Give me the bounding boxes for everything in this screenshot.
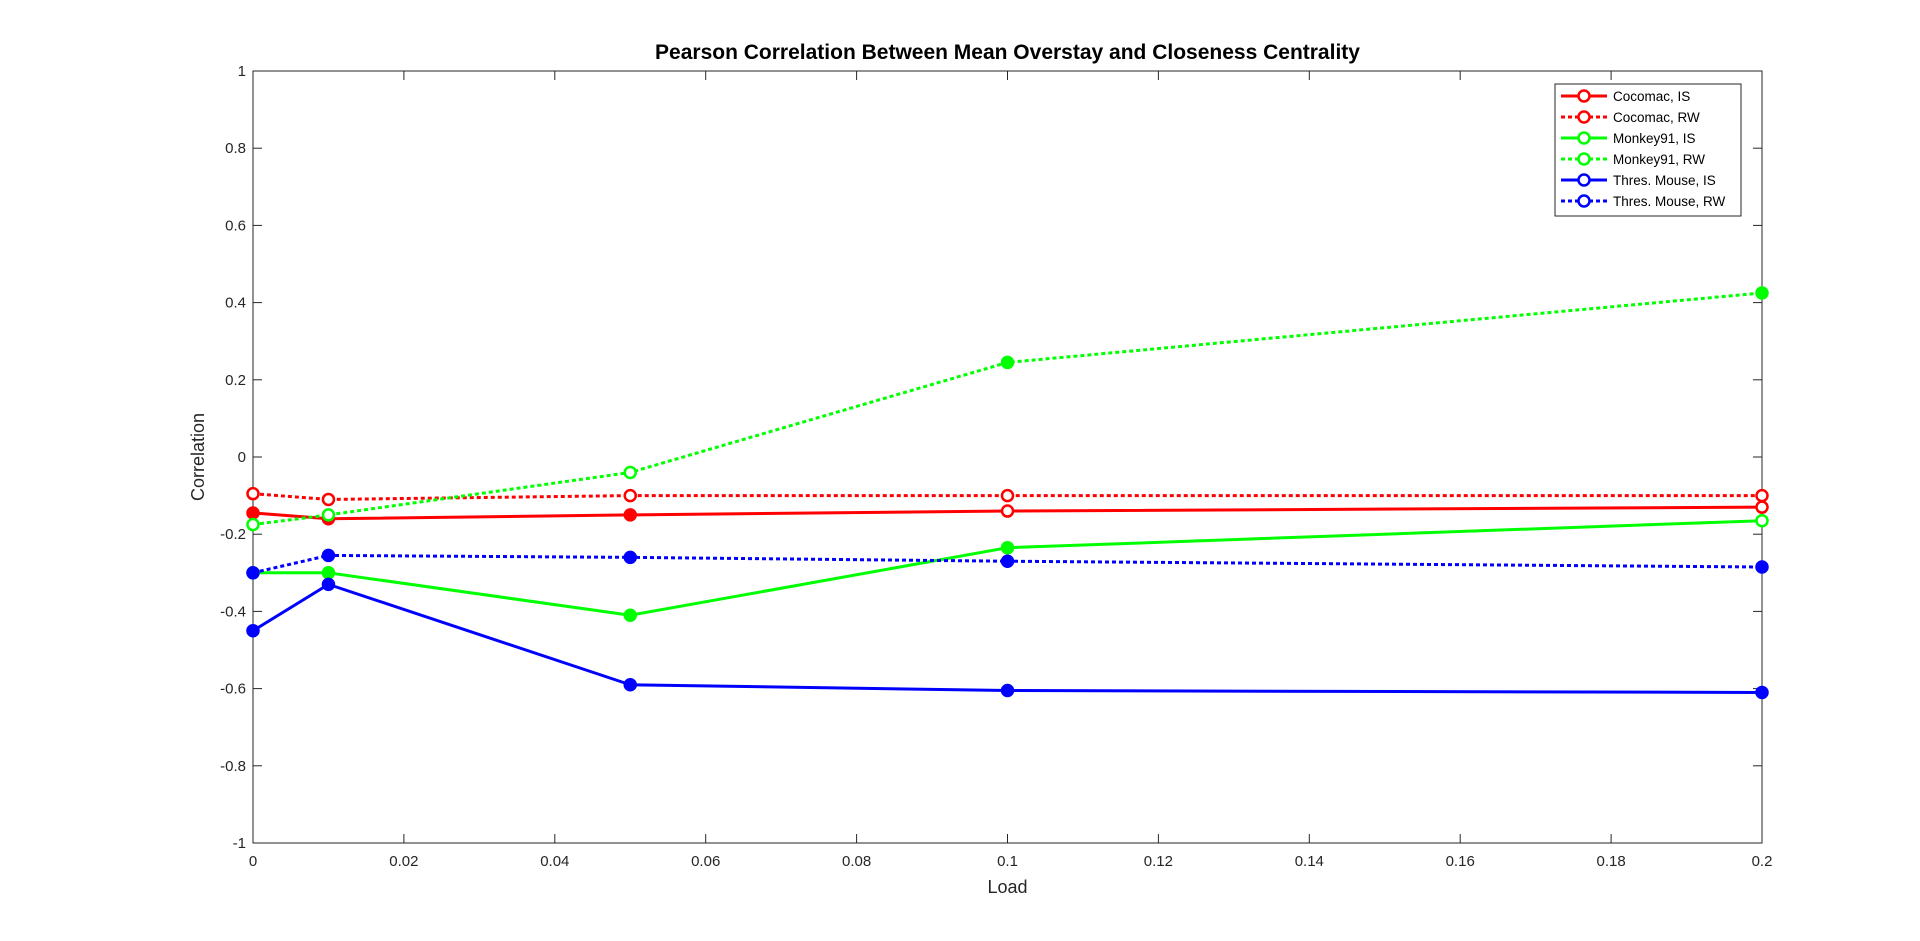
data-point (1755, 488, 1769, 503)
series-cocomac-rw (246, 486, 1769, 507)
y-tick-label: 1 (238, 63, 246, 80)
legend-item: Thres. Mouse, IS (1561, 173, 1716, 188)
x-tick-label: 0.04 (540, 853, 569, 870)
legend-label: Cocomac, IS (1613, 89, 1690, 104)
legend-label: Cocomac, RW (1613, 110, 1700, 125)
y-axis-label: Correlation (188, 413, 208, 501)
series-thres-mouse-is (246, 577, 1769, 700)
x-tick-label: 0.2 (1752, 853, 1773, 870)
y-tick-label: 0.4 (225, 295, 246, 312)
data-point (1000, 504, 1015, 518)
data-point (1000, 488, 1015, 503)
ticks: 0 0.02 0.04 0.06 0.08 0.1 0.12 0.14 0.16 0.18 0.2 -… (220, 63, 1772, 870)
legend-marker (1577, 173, 1591, 187)
legend-item: Monkey91, IS (1561, 131, 1696, 146)
x-tick-label: 0.16 (1446, 853, 1475, 870)
data-point (246, 517, 260, 532)
data-point (1755, 500, 1769, 514)
y-tick-label: -1 (233, 835, 246, 852)
data-point (321, 492, 336, 507)
x-tick-label: 0.18 (1596, 853, 1625, 870)
data-point (246, 566, 260, 580)
data-point (1755, 685, 1769, 700)
data-point (1755, 560, 1769, 574)
data-point (321, 577, 336, 592)
x-tick-label: 0.12 (1144, 853, 1173, 870)
data-point (623, 465, 637, 480)
legend-item: Cocomac, RW (1561, 110, 1700, 125)
y-tick-label: -0.8 (220, 758, 246, 775)
data-point (623, 488, 637, 503)
x-tick-label: 0.06 (691, 853, 720, 870)
data-point (623, 608, 637, 623)
data-point (321, 548, 336, 563)
data-point (246, 623, 260, 638)
x-tick-label: 0 (249, 853, 257, 870)
x-axis-label: Load (987, 877, 1027, 897)
x-tick-label: 0.02 (389, 853, 418, 870)
y-tick-label: 0.6 (225, 217, 246, 234)
axes (252, 70, 1763, 844)
legend: Cocomac, IS Cocomac, RW Monkey91, IS Monkey… (1554, 83, 1742, 217)
data-point (1755, 513, 1769, 528)
y-tick-label: -0.2 (220, 526, 246, 543)
legend-marker (1577, 194, 1591, 208)
y-tick-label: 0.2 (225, 372, 246, 389)
legend-item: Monkey91, RW (1561, 152, 1705, 167)
x-tick-label: 0.14 (1295, 853, 1324, 870)
legend-item: Thres. Mouse, RW (1561, 194, 1726, 209)
data-point (1000, 355, 1015, 370)
legend-label: Monkey91, RW (1613, 152, 1705, 167)
data-point (623, 550, 637, 565)
legend-marker (1577, 110, 1591, 124)
y-tick-label: 0.8 (225, 140, 246, 157)
series-monkey91-is (246, 513, 1769, 623)
series (246, 286, 1769, 700)
series-line (252, 492, 1762, 501)
legend-item: Cocomac, IS (1561, 89, 1690, 104)
y-tick-label: -0.4 (220, 603, 246, 620)
series-monkey91-rw (246, 286, 1769, 532)
data-point (321, 566, 336, 580)
legend-label: Monkey91, IS (1613, 131, 1696, 146)
legend-box (1554, 83, 1742, 217)
chart-title: Pearson Correlation Between Mean Oversta… (655, 41, 1360, 64)
data-point (1000, 683, 1015, 698)
legend-marker (1577, 89, 1591, 103)
legend-label: Thres. Mouse, RW (1613, 194, 1726, 209)
plot-area (252, 70, 1763, 844)
data-point (321, 508, 336, 522)
y-tick-label: 0 (238, 449, 246, 466)
data-point (1000, 540, 1015, 555)
data-point (246, 506, 260, 520)
legend-label: Thres. Mouse, IS (1613, 173, 1716, 188)
x-tick-label: 0.08 (842, 853, 871, 870)
data-point (1755, 286, 1769, 300)
data-point (246, 486, 260, 501)
x-tick-label: 0.1 (997, 853, 1018, 870)
legend-marker (1577, 131, 1591, 145)
series-thres-mouse-rw (246, 548, 1769, 580)
y-tick-label: -0.6 (220, 681, 246, 698)
data-point (623, 677, 637, 692)
legend-marker (1577, 152, 1591, 166)
data-point (623, 508, 637, 522)
data-point (1000, 554, 1015, 568)
